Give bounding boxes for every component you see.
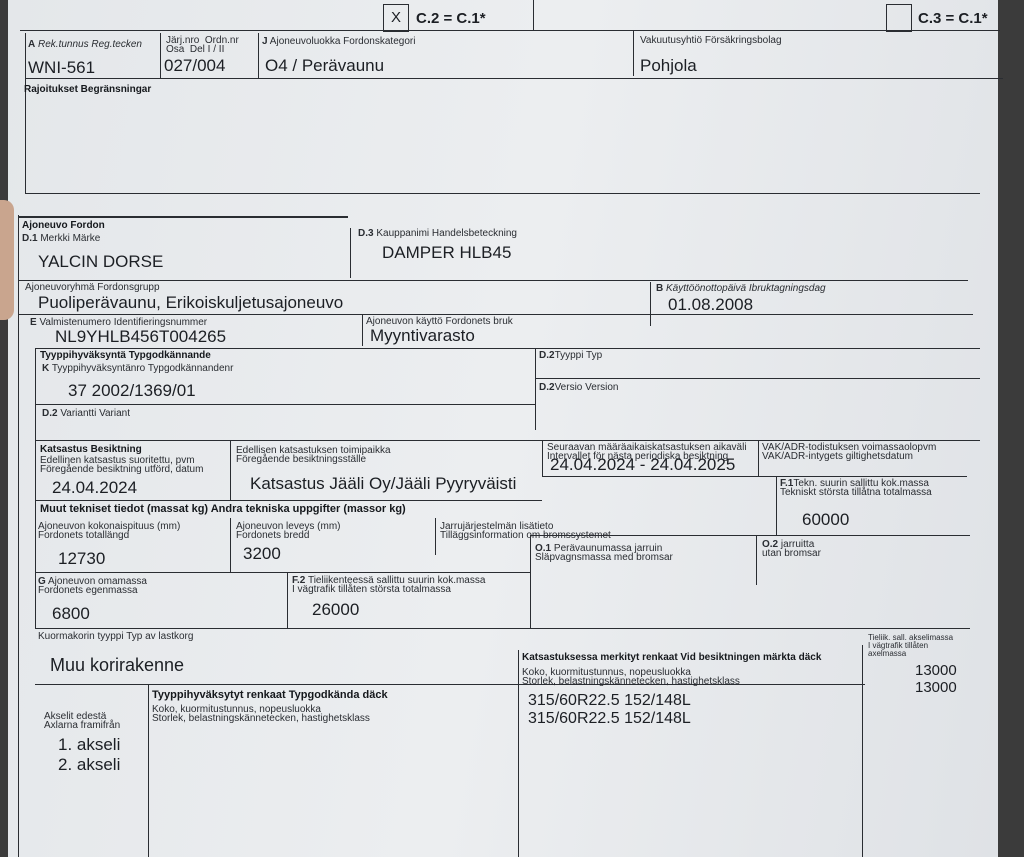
f2-value: 26000 <box>312 600 360 619</box>
trade-value: DAMPER HLB45 <box>382 243 512 262</box>
reg-label: Rek.tunnus Reg.tecken <box>38 39 142 50</box>
date-value: 01.08.2008 <box>668 295 754 314</box>
number-code: K <box>42 363 50 374</box>
use-value: Myyntivarasto <box>370 326 475 345</box>
number-label: Tyyppihyväksyntänro Typgodkännandenr <box>51 363 234 374</box>
marked-tyre-2: 315/60R22.5 152/148L <box>528 710 691 727</box>
restrictions-label: Rajoitukset Begränsningar <box>24 84 152 95</box>
length-label: Ajoneuvon kokonaispituus (mm) Fordonets … <box>38 521 181 541</box>
class-value: O4 / Perävaunu <box>265 56 385 75</box>
group-label: Ajoneuvoryhmä Fordonsgrupp <box>25 282 160 293</box>
g-code: G <box>38 576 46 587</box>
variant-code: D.2 <box>42 408 58 419</box>
trade-code: D.3 <box>358 228 374 239</box>
trade-label: Kauppanimi Handelsbeteckning <box>376 228 517 239</box>
type-code: D.2 <box>539 350 555 361</box>
c2-checkbox: X <box>383 4 409 32</box>
f2-code: F.2 <box>292 575 306 586</box>
g-value: 6800 <box>52 604 90 623</box>
vehicle-section: Ajoneuvo Fordon <box>22 220 105 231</box>
next-inspection-label: Seuraavan määräaikaiskatsastuksen aikavä… <box>547 442 747 462</box>
axles-label: Akselit edestä Axlarna framifrån <box>44 711 121 731</box>
class-code: J <box>262 36 268 47</box>
version-label: Versio Version <box>554 382 619 393</box>
marked-tyre-1: 315/60R22.5 152/148L <box>528 692 691 709</box>
last-inspection-label: Edellinen katsastus suoritettu, pvm Före… <box>40 455 204 475</box>
g-label: Ajoneuvon omamassa Fordonets egenmassa <box>38 576 147 596</box>
c3-label: C.3 = C.1* <box>918 10 988 27</box>
width-label: Ajoneuvon leveys (mm) Fordonets bredd <box>236 521 341 541</box>
use-label: Ajoneuvon käyttö Fordonets bruk <box>366 316 513 327</box>
inspection-section: Katsastus Besiktning <box>40 444 142 455</box>
variant-label: Variantti Variant <box>60 408 131 419</box>
date-code: B <box>656 283 664 294</box>
make-label: Merkki Märke <box>40 233 101 244</box>
marked-tyres-title: Katsastuksessa merkityt renkaat Vid besi… <box>522 652 822 663</box>
axle-2: 2. akseli <box>58 755 121 774</box>
type-approval-section: Tyyppihyväksyntä Typgodkännande <box>40 350 211 361</box>
o2-code: O.2 <box>762 539 779 550</box>
axle-mass-label: Tieliik. sall. akselimassa I vägtrafik t… <box>868 633 954 658</box>
o2-label: jarruitta utan bromsar <box>762 539 821 559</box>
f2-label: Tieliikenteessä sallittu suurin kok.mass… <box>292 575 486 595</box>
insurer-label: Vakuutusyhtiö Försäkringsbolag <box>640 35 782 46</box>
reg-code: A <box>28 39 36 50</box>
brake-info-label: Jarrujärjestelmän lisätieto Tilläggsinfo… <box>440 521 611 541</box>
axle-mass-2: 13000 <box>915 679 957 696</box>
vin-value: NL9YHLB456T004265 <box>55 327 227 346</box>
last-inspection-value: 24.04.2024 <box>52 478 138 497</box>
make-value: YALCIN DORSE <box>38 252 164 271</box>
insurer-value: Pohjola <box>640 56 697 75</box>
registration-document <box>8 0 998 857</box>
date-label: Käyttöönottopäivä Ibruktagningsdag <box>666 283 826 294</box>
f1-label: Tekn. suurin sallittu kok.massa Tekniskt… <box>780 478 932 498</box>
marked-tyres-label: Koko, kuormitustunnus, nopeusluokka Stor… <box>522 667 740 687</box>
vin-label: Valmistenumero Identifieringsnummer <box>39 317 208 328</box>
number-value: 37 2002/1369/01 <box>68 381 196 400</box>
type-label: Tyyppi Typ <box>554 350 603 361</box>
o1-label: Perävaunumassa jarruin Släpvagnsmassa me… <box>535 543 673 563</box>
version-code: D.2 <box>539 382 555 393</box>
width-value: 3200 <box>243 544 281 563</box>
ordn-label: Järj.nro Ordn.nr Osa Del I / II <box>166 35 239 55</box>
approved-tyres-label: Koko, kuormitustunnus, nopeusluokka Stor… <box>152 704 370 724</box>
make-code: D.1 <box>22 233 38 244</box>
c3-checkbox <box>886 4 912 32</box>
f1-value: 60000 <box>802 510 850 529</box>
technical-section: Muut tekniset tiedot (massat kg) Andra t… <box>40 503 406 515</box>
class-label: Ajoneuvoluokka Fordonskategori <box>269 36 416 47</box>
inspection-place-label: Edellisen katsastuksen toimipaikka Föreg… <box>236 445 391 465</box>
adr-label: VAK/ADR-todistuksen voimassaolopvm VAK/A… <box>762 442 937 462</box>
body-type-label: Kuormakorin tyyppi Typ av lastkorg <box>38 631 194 642</box>
f1-code: F.1 <box>780 478 794 489</box>
axle-1: 1. akseli <box>58 735 121 754</box>
c2-label: C.2 = C.1* <box>416 10 486 27</box>
o1-code: O.1 <box>535 543 552 554</box>
axle-mass-1: 13000 <box>915 662 957 679</box>
approved-tyres-title: Tyyppihyväksytyt renkaat Typgodkända däc… <box>152 689 388 701</box>
length-value: 12730 <box>58 549 106 568</box>
body-type-value: Muu korirakenne <box>50 655 185 675</box>
reg-value: WNI-561 <box>28 58 96 77</box>
finger <box>0 200 14 320</box>
next-inspection-value: 24.04.2024 - 24.04.2025 <box>550 455 736 474</box>
group-value: Puoliperävaunu, Erikoiskuljetusajoneuvo <box>38 293 344 312</box>
vin-code: E <box>30 317 37 328</box>
inspection-place-value: Katsastus Jääli Oy/Jääli Pyyryväisti <box>250 474 517 493</box>
ordn-value: 027/004 <box>164 56 226 75</box>
